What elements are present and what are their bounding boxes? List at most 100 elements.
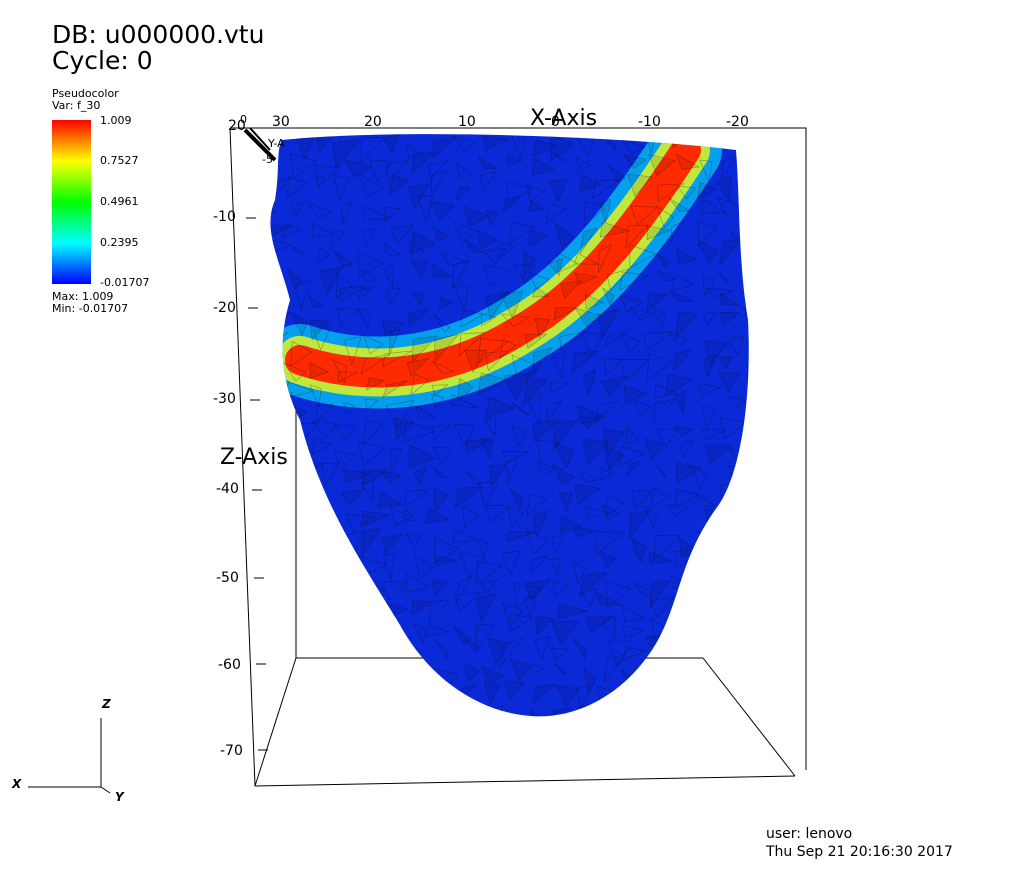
mesh-triangle xyxy=(360,354,391,375)
legend-plot-type: Pseudocolor xyxy=(52,87,119,100)
mesh-triangle xyxy=(432,263,454,278)
mesh-triangle xyxy=(511,425,527,447)
mesh-triangle xyxy=(309,384,322,407)
x-axis-tick-label: 30 xyxy=(272,114,290,130)
mesh-triangle xyxy=(477,337,510,364)
mesh-triangle xyxy=(357,252,384,276)
mesh-triangle xyxy=(363,206,392,220)
mesh-triangle xyxy=(383,639,405,662)
mesh-triangle xyxy=(332,174,350,202)
mesh-triangle xyxy=(574,252,599,265)
mesh-triangle xyxy=(342,402,356,415)
y-axis-corner-marks xyxy=(243,127,277,162)
mesh-triangle xyxy=(672,349,693,372)
mesh-triangle xyxy=(582,332,605,357)
mesh-triangle xyxy=(532,286,550,298)
mesh-triangle xyxy=(477,372,509,395)
mesh-triangle xyxy=(534,460,556,477)
mesh-triangle xyxy=(366,712,386,717)
mesh-triangle xyxy=(776,219,792,239)
mesh-triangle xyxy=(496,242,515,260)
mesh-triangle xyxy=(506,180,534,204)
mesh-triangle xyxy=(550,647,569,661)
mesh-triangle xyxy=(450,394,480,409)
mesh-triangle xyxy=(309,319,330,341)
mesh-triangle xyxy=(530,555,549,574)
mesh-triangle xyxy=(629,704,646,717)
mesh-triangle xyxy=(506,155,526,167)
mesh-triangle xyxy=(403,420,435,443)
mesh-triangle xyxy=(461,504,479,530)
legend-variable: Var: f_30 xyxy=(52,99,101,112)
mesh-triangle xyxy=(290,667,312,684)
triad-y-label: Y xyxy=(115,790,124,804)
mesh-triangle xyxy=(656,428,678,448)
mesh-triangle xyxy=(718,372,741,392)
mesh-triangle xyxy=(679,438,695,460)
mesh-triangle xyxy=(546,203,566,225)
mesh-triangle xyxy=(454,487,484,508)
mesh-triangle xyxy=(699,591,724,612)
mesh-triangle xyxy=(359,683,374,714)
x-axis-tick-label: 20 xyxy=(364,114,382,130)
mesh-triangle xyxy=(506,530,537,543)
mesh-triangle xyxy=(691,465,708,491)
mesh-triangle xyxy=(595,591,622,606)
mesh-triangle xyxy=(410,600,435,616)
mesh-triangle xyxy=(361,268,380,282)
mesh-triangle xyxy=(488,705,504,717)
mesh-triangle xyxy=(582,369,597,397)
mesh-triangle xyxy=(412,622,427,644)
mesh-triangle xyxy=(408,239,424,265)
mesh-triangle xyxy=(723,528,742,551)
mesh-triangle xyxy=(291,203,305,217)
mesh-triangle xyxy=(440,251,469,266)
mesh-triangle xyxy=(343,336,363,366)
mesh-triangle xyxy=(668,636,694,652)
mesh-triangle xyxy=(499,637,524,668)
mesh-triangle xyxy=(584,293,604,310)
mesh-triangle xyxy=(456,186,472,201)
mesh-triangle xyxy=(729,514,744,535)
mesh-triangle xyxy=(598,550,616,568)
mesh-triangle xyxy=(607,641,635,667)
mesh-triangle xyxy=(574,484,601,505)
mesh-triangle xyxy=(579,227,598,255)
mesh-triangle xyxy=(550,135,574,162)
mesh-triangle xyxy=(693,134,720,145)
mesh-triangle xyxy=(511,354,540,381)
mesh-triangle xyxy=(700,199,727,214)
mesh-triangle xyxy=(630,538,647,564)
mesh-triangle xyxy=(646,668,670,686)
mesh-triangle xyxy=(295,280,312,311)
mesh-triangle xyxy=(501,550,520,576)
mesh-triangle xyxy=(318,504,332,531)
mesh-triangle xyxy=(743,399,749,427)
mesh-triangle xyxy=(403,507,418,522)
mesh-triangle xyxy=(426,624,449,637)
mesh-triangle xyxy=(545,400,563,424)
mesh-triangle xyxy=(343,597,356,619)
mesh-triangle xyxy=(718,355,734,369)
mesh-triangle xyxy=(727,335,744,357)
mesh-triangle xyxy=(746,362,749,388)
mesh-triangle xyxy=(677,185,696,200)
mesh-triangle xyxy=(549,381,571,393)
mesh-triangle xyxy=(360,528,381,558)
mesh-triangle xyxy=(630,205,658,226)
mesh-triangle xyxy=(740,636,749,663)
mesh-triangle xyxy=(552,581,569,597)
mesh-triangle xyxy=(338,703,366,717)
mesh-triangle xyxy=(773,290,788,302)
legend-min: Min: -0.01707 xyxy=(52,302,129,315)
mesh-triangle xyxy=(303,641,332,657)
mesh-triangle xyxy=(721,700,749,717)
mesh-triangle xyxy=(509,488,524,511)
mesh-triangle xyxy=(681,593,698,615)
mesh-triangle xyxy=(431,425,451,441)
mesh-triangle xyxy=(382,379,409,399)
mesh-triangle xyxy=(361,670,378,688)
mesh-triangle xyxy=(690,670,713,698)
mesh-triangle xyxy=(624,224,649,249)
